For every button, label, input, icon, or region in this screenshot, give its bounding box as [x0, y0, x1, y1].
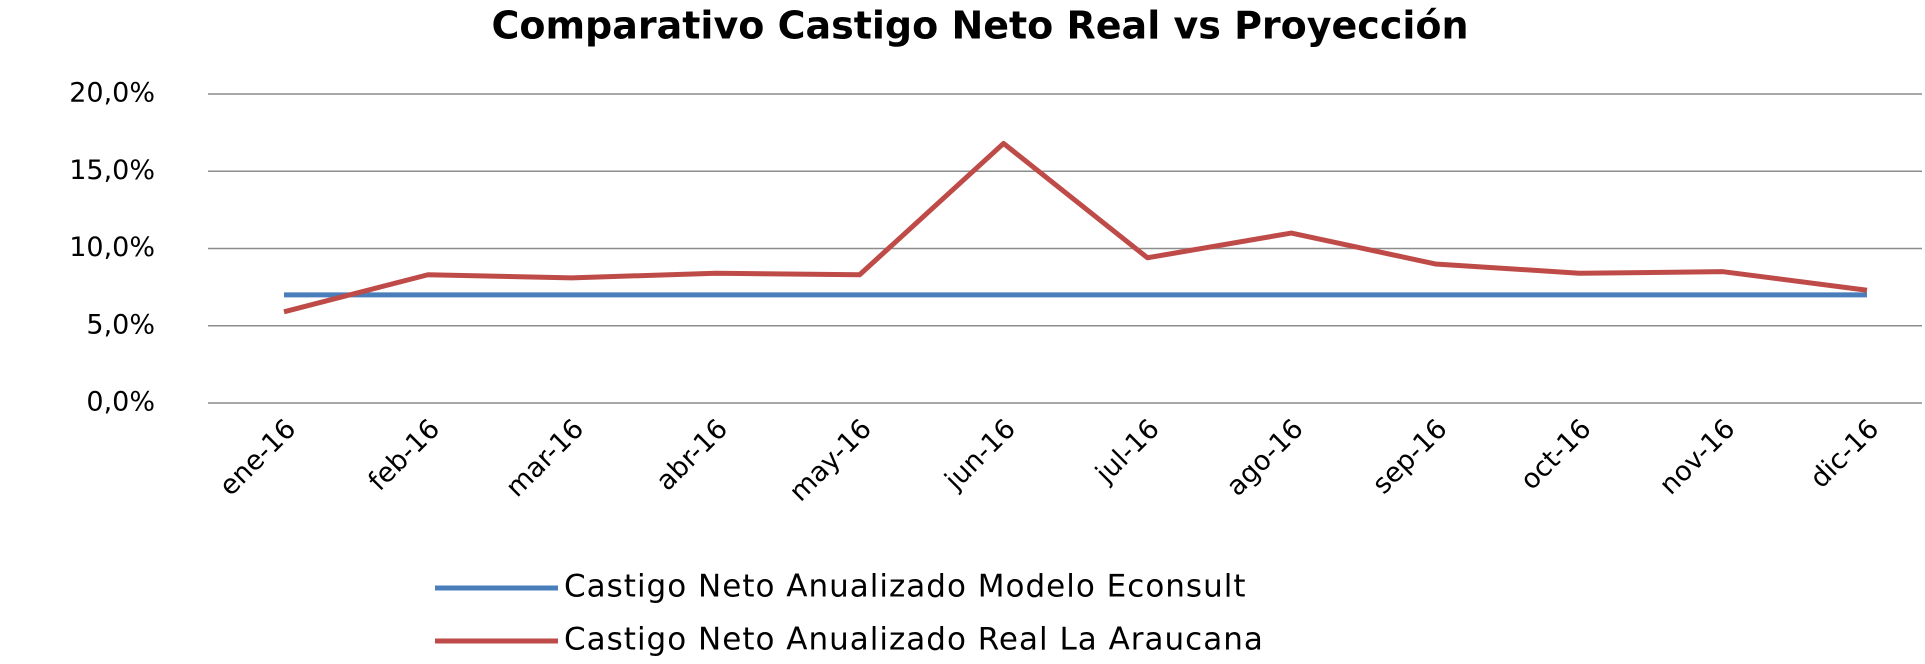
legend-label: Castigo Neto Anualizado Modelo Econsult: [564, 569, 1247, 605]
x-tick-label: jul-16: [1089, 413, 1166, 490]
x-tick-label: jun-16: [938, 413, 1021, 496]
x-tick-label: nov-16: [1654, 413, 1742, 501]
x-tick-label: may-16: [784, 413, 878, 507]
y-tick-label: 0,0%: [86, 387, 155, 418]
x-tick-label: feb-16: [362, 413, 446, 497]
y-tick-label: 20,0%: [69, 78, 155, 109]
x-tick-label: mar-16: [500, 413, 590, 503]
x-tick-label: ago-16: [1221, 413, 1310, 502]
x-tick-label: oct-16: [1515, 413, 1598, 496]
x-tick-label: dic-16: [1804, 413, 1885, 494]
series-line: [283, 140, 1868, 315]
x-tick-label: sep-16: [1367, 413, 1454, 500]
x-tick-label: abr-16: [650, 413, 734, 497]
chart-title: Comparativo Castigo Neto Real vs Proyecc…: [491, 4, 1468, 48]
y-tick-label: 10,0%: [69, 232, 155, 263]
x-tick-label: ene-16: [214, 413, 303, 502]
y-tick-label: 5,0%: [86, 309, 155, 340]
y-tick-label: 15,0%: [69, 155, 155, 186]
legend-label: Castigo Neto Anualizado Real La Araucana: [564, 622, 1264, 658]
